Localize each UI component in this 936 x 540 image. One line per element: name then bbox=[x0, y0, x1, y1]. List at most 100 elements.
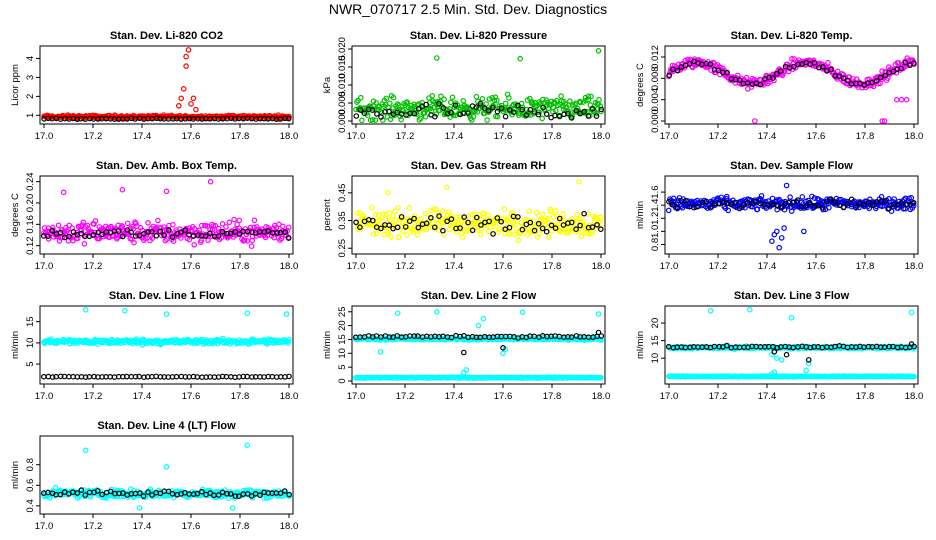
data-point-black bbox=[386, 108, 392, 115]
data-point-all bbox=[597, 336, 604, 343]
panel-6: Stan. Dev. Sample Flow 17.0 17.2 17.4 17.6 17… bbox=[635, 160, 923, 272]
x-tick-label: 17.4 bbox=[758, 261, 777, 272]
x-tick-label: 17.0 bbox=[347, 261, 366, 272]
data-point-all bbox=[433, 55, 440, 61]
data-point-all bbox=[597, 103, 604, 109]
data-point-black bbox=[70, 229, 77, 235]
x-tick-label: 17.6 bbox=[807, 131, 826, 142]
x-tick-label: 17.2 bbox=[396, 391, 415, 402]
data-point-black bbox=[74, 116, 81, 123]
y-tick-label: 15 bbox=[650, 335, 661, 346]
data-point-black bbox=[165, 488, 172, 495]
data-point-all bbox=[372, 117, 379, 124]
data-point-black bbox=[215, 233, 222, 239]
x-tick-label: 18.0 bbox=[905, 391, 924, 402]
data-point-all bbox=[396, 234, 402, 241]
data-point-black bbox=[531, 109, 538, 115]
data-point-all bbox=[563, 229, 570, 236]
data-point-all bbox=[800, 228, 807, 235]
data-point-black bbox=[478, 222, 484, 228]
data-point-all bbox=[893, 96, 900, 103]
y-tick-label: 1.4 bbox=[650, 199, 661, 212]
data-point-all bbox=[495, 229, 502, 236]
data-point-black bbox=[431, 224, 438, 231]
data-point-black bbox=[594, 222, 600, 228]
x-tick-label: 18.0 bbox=[592, 131, 611, 142]
y-tick-label: 0.012 bbox=[650, 45, 661, 69]
data-point-all bbox=[163, 188, 170, 195]
data-point-all bbox=[406, 205, 413, 211]
data-point-black bbox=[515, 102, 521, 109]
data-point-all bbox=[52, 484, 59, 491]
data-point-all bbox=[199, 222, 205, 229]
data-point-all bbox=[223, 224, 229, 230]
data-point-black bbox=[898, 65, 905, 72]
y-tick-label: 0.000 bbox=[337, 109, 348, 133]
y-tick-label: 0.8 bbox=[650, 238, 661, 251]
data-point-black bbox=[577, 222, 583, 229]
data-point-black bbox=[844, 201, 851, 207]
y-tick-label: 0.25 bbox=[337, 239, 348, 258]
data-point-black bbox=[898, 200, 905, 206]
data-point-black bbox=[465, 110, 471, 117]
y-axis-label: ml/min bbox=[635, 201, 646, 229]
x-tick-label: 17.2 bbox=[709, 131, 728, 142]
data-point-black bbox=[598, 333, 605, 339]
y-tick-label: 10 bbox=[650, 353, 661, 364]
y-axis-label: Licor ppm bbox=[10, 64, 21, 106]
data-point-black bbox=[728, 201, 734, 208]
x-tick-label: 17.0 bbox=[660, 391, 679, 402]
data-point-black bbox=[49, 374, 56, 380]
data-point-black bbox=[670, 201, 676, 208]
data-point-black bbox=[707, 204, 714, 211]
data-point-black bbox=[848, 196, 855, 203]
data-point-all bbox=[751, 118, 758, 124]
data-point-black bbox=[415, 224, 422, 231]
data-point-all bbox=[460, 98, 467, 104]
data-point-all bbox=[811, 195, 818, 201]
data-point-all bbox=[82, 447, 89, 454]
y-tick-label: 25 bbox=[337, 306, 348, 317]
data-point-black bbox=[161, 232, 167, 239]
data-point-all bbox=[55, 222, 62, 229]
data-point-all bbox=[558, 93, 564, 99]
data-point-all bbox=[501, 206, 508, 212]
data-point-all bbox=[183, 53, 189, 60]
data-point-all bbox=[423, 226, 430, 233]
data-point-all bbox=[234, 221, 240, 228]
data-point-black bbox=[774, 344, 781, 351]
data-point-black bbox=[716, 343, 723, 350]
data-point-black bbox=[869, 202, 876, 209]
y-axis-label: ml/min bbox=[322, 331, 333, 359]
data-point-all bbox=[180, 86, 187, 92]
data-point-all bbox=[903, 96, 910, 103]
data-point-all bbox=[576, 179, 582, 185]
data-point-all bbox=[908, 195, 915, 201]
data-point-black bbox=[527, 219, 534, 226]
data-point-black bbox=[687, 344, 693, 351]
panel-2: Stan. Dev. Li-820 Pressure 17.0 17.2 17.4 17… bbox=[322, 30, 610, 142]
data-point-black bbox=[369, 217, 376, 224]
data-point-black bbox=[806, 199, 813, 206]
y-tick-label: 0.015 bbox=[337, 55, 348, 79]
data-point-all bbox=[783, 182, 790, 189]
data-point-all bbox=[539, 115, 546, 122]
data-point-black bbox=[132, 373, 139, 380]
data-point-all bbox=[117, 233, 124, 240]
data-point-black bbox=[78, 487, 85, 493]
data-point-black bbox=[902, 59, 909, 66]
data-point-black bbox=[720, 199, 727, 206]
data-point-black bbox=[357, 107, 364, 113]
data-point-all bbox=[370, 231, 377, 237]
data-point-all bbox=[369, 204, 375, 211]
data-point-black bbox=[40, 373, 47, 380]
x-tick-label: 17.4 bbox=[133, 131, 152, 142]
x-tick-label: 17.8 bbox=[231, 261, 250, 272]
x-tick-label: 17.6 bbox=[182, 261, 201, 272]
data-point-black bbox=[194, 490, 201, 497]
data-point-all bbox=[81, 241, 88, 247]
data-point-black bbox=[815, 202, 822, 209]
x-tick-label: 17.8 bbox=[856, 391, 875, 402]
data-point-all bbox=[122, 307, 128, 314]
data-point-all bbox=[430, 206, 437, 212]
